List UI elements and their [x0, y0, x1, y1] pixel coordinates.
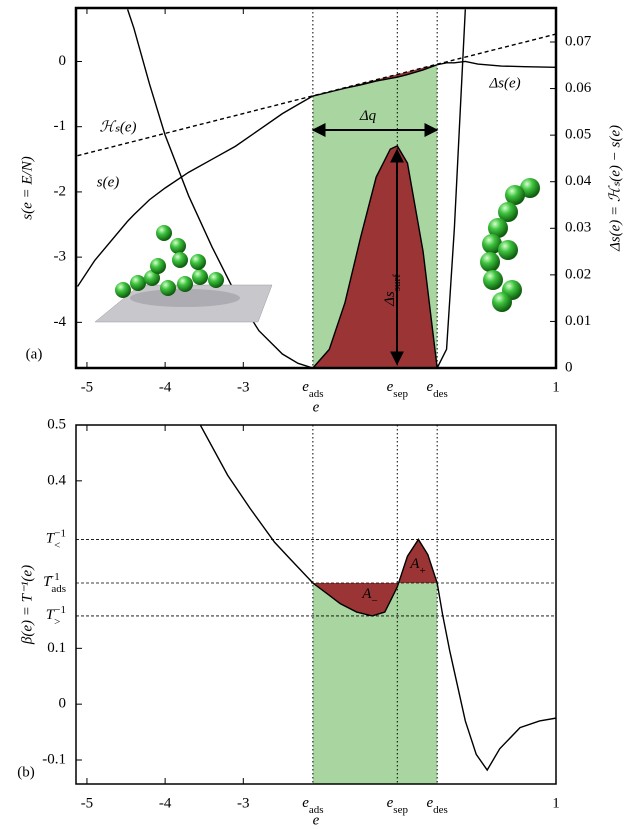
y-tick-label: T>−1	[46, 603, 66, 627]
y2-tick-label: 0	[565, 359, 573, 375]
annotation-sub: surf	[391, 274, 403, 291]
x-tick-label-sub: des	[433, 388, 448, 400]
y-tick-label: -4	[54, 314, 67, 330]
y-tick-label: T<−1	[46, 527, 66, 551]
y-tick-label: 0	[59, 696, 67, 712]
y-tick-label: -2	[54, 183, 67, 199]
x-tick-label: -3	[237, 379, 250, 395]
x-tick-label-main: e	[427, 795, 434, 811]
adsorbed-polymer-illustration	[94, 225, 273, 323]
x-tick-label: -4	[159, 379, 172, 395]
annotation: A−	[361, 586, 377, 606]
series-label: s(e)	[97, 174, 120, 190]
area-a-minus-plus	[312, 539, 438, 616]
x-tick-label: 1	[552, 795, 560, 811]
annotation: Δq	[359, 108, 377, 124]
x-tick-label-sub: sep	[393, 388, 408, 400]
x-tick-label-sub: ads	[309, 388, 324, 400]
y2-axis-title: Δs(e) = ℋₛ(e) − s(e)	[607, 125, 623, 252]
x-tick-label: edes	[427, 379, 448, 399]
y2-tick-label: 0.07	[565, 33, 592, 49]
annotation-main: Δq	[359, 108, 377, 124]
series-line	[199, 425, 556, 772]
y2-tick-label: 0.06	[565, 80, 592, 96]
fills	[312, 64, 438, 784]
y-tick-label: 0.5	[47, 416, 66, 432]
annotation: Δssurf	[382, 274, 402, 307]
x-tick-label-main: e	[387, 795, 394, 811]
series-line	[77, 33, 556, 157]
x-tick-label: eads	[302, 379, 323, 399]
y-tick-label: 0	[59, 53, 67, 69]
x-tick-label-sub: sep	[393, 804, 408, 816]
y2-tick-label: 0.01	[565, 313, 591, 329]
panel-label: (b)	[17, 764, 35, 780]
y-tick-label: -0.1	[42, 751, 66, 767]
series-line	[126, 9, 467, 368]
curves	[76, 9, 556, 772]
x-tick-label: esep	[387, 379, 409, 399]
series-label: ℋₛ(e)	[99, 119, 136, 135]
x-tick-label-main: e	[302, 795, 309, 811]
y2-tick-label: 0.03	[565, 220, 591, 236]
x-tick-label: esep	[387, 795, 409, 815]
x-tick-label-sub: ads	[309, 804, 324, 816]
y-tick-label-main: T	[43, 574, 53, 590]
y-tick-label: 0.4	[47, 472, 66, 488]
y2-tick-label: 0.02	[565, 266, 591, 282]
x-tick-label-main: e	[427, 379, 434, 395]
x-tick-label: 1	[552, 379, 560, 395]
y-tick-label: -1	[54, 118, 67, 134]
x-tick-label: edes	[427, 795, 448, 815]
x-tick-label-main: e	[387, 379, 394, 395]
y-tick-label-sup: −1	[54, 603, 66, 615]
x-tick-label-sub: des	[433, 804, 448, 816]
x-tick-label: -5	[81, 379, 94, 395]
x-axis-title: e	[313, 399, 320, 415]
y-tick-label-sub: ads	[51, 583, 66, 595]
x-axis-title: e	[313, 812, 320, 828]
annotation-main: A	[409, 556, 420, 572]
panel-label: (a)	[26, 346, 43, 362]
series-label: Δs(e)	[488, 75, 520, 91]
y-tick-label-sub: <	[54, 539, 60, 551]
x-tick-label: -3	[237, 795, 250, 811]
y2-tick-label: 0.05	[565, 127, 591, 143]
y-tick-label-sup: −1	[48, 571, 60, 583]
annotation: A+	[409, 556, 425, 576]
labels: -5 -4 -3 eads esep edes 1-4-3-2-1000.010.020.0…	[17, 33, 623, 828]
x-tick-label-main: e	[302, 379, 309, 395]
x-tick-label: -4	[159, 795, 172, 811]
y-tick-label: 0.1	[47, 640, 66, 656]
shaded-band	[312, 583, 438, 784]
y-tick-label-main: T	[46, 607, 56, 623]
x-tick-label: -5	[81, 795, 94, 811]
y-axis-title: s(e = E/N)	[19, 156, 35, 219]
y-tick-label-sub: >	[54, 615, 60, 627]
y-tick-label: Tads−1	[43, 571, 66, 595]
x-tick-label: eads	[302, 795, 323, 815]
plot-frame	[74, 6, 558, 370]
annotation-main: Δs	[382, 291, 398, 307]
free-polymer-illustration	[480, 178, 540, 312]
y-axis-title: β(e) = T⁻¹(e)	[19, 565, 35, 645]
y-tick-label: -3	[54, 249, 67, 265]
plot-frame	[75, 424, 557, 785]
annotation-sub: −	[371, 595, 377, 607]
y-tick-label-main: T	[46, 531, 56, 547]
annotation-main: A	[361, 586, 372, 602]
surface-entropy-area	[312, 145, 438, 368]
y-tick-label-sup: −1	[54, 527, 66, 539]
annotation-sub: +	[419, 565, 425, 577]
y2-tick-label: 0.04	[565, 173, 592, 189]
